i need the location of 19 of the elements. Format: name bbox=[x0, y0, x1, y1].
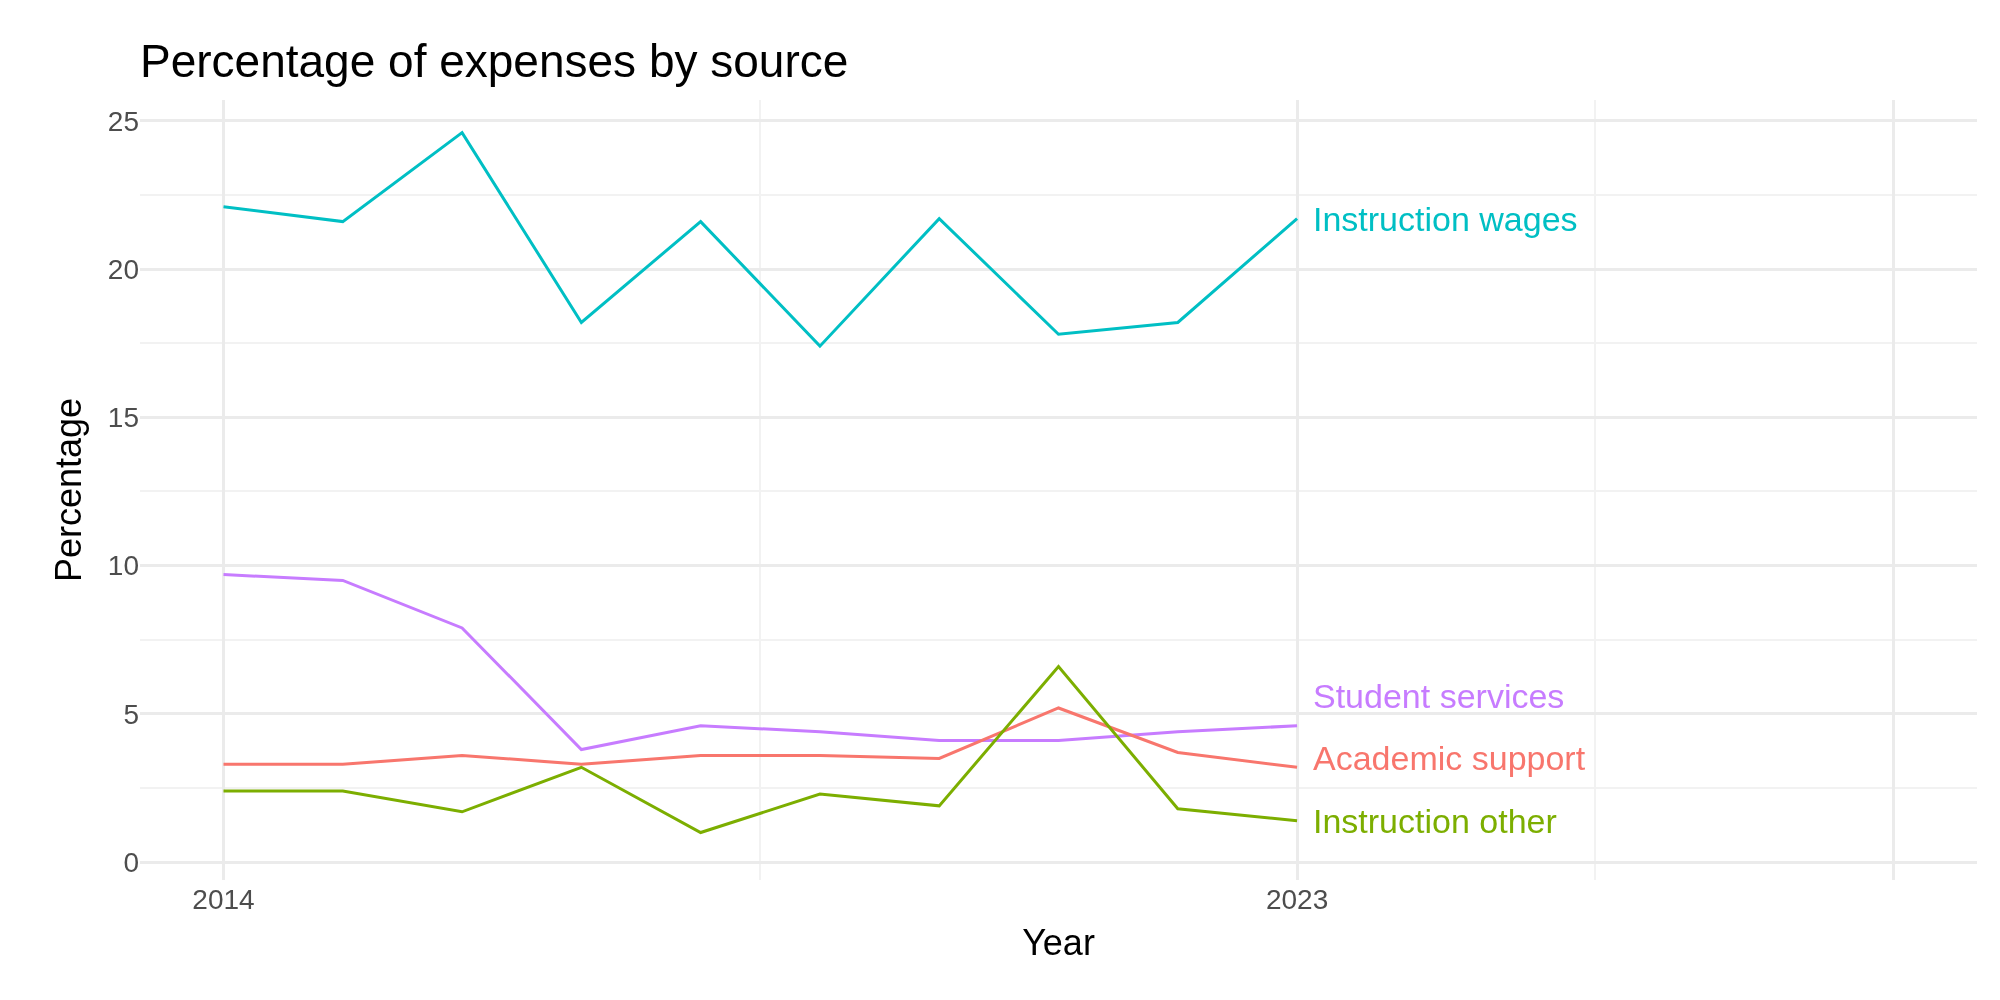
y-tick-label: 25 bbox=[107, 105, 139, 137]
series-label: Academic support bbox=[1313, 739, 1586, 777]
line-series bbox=[222, 664, 1299, 835]
line-series bbox=[222, 131, 1299, 348]
y-tick-label: 10 bbox=[107, 550, 139, 582]
line-series bbox=[222, 706, 1299, 769]
chart-title: Percentage of expenses by source bbox=[140, 35, 849, 88]
y-tick-label: 15 bbox=[107, 402, 139, 434]
x-tick-label: 2014 bbox=[192, 884, 255, 915]
series-label: Instruction other bbox=[1313, 802, 1557, 840]
y-tick-label: 20 bbox=[107, 253, 139, 285]
series-label: Instruction wages bbox=[1313, 200, 1578, 238]
line-series bbox=[222, 573, 1299, 752]
y-axis-title: Percentage bbox=[47, 397, 89, 583]
x-axis-title: Year bbox=[1022, 921, 1095, 963]
y-tick-label: 0 bbox=[123, 847, 139, 879]
y-tick-label: 5 bbox=[123, 698, 139, 730]
x-tick-label: 2023 bbox=[1265, 884, 1329, 915]
series-label: Student services bbox=[1313, 677, 1565, 715]
